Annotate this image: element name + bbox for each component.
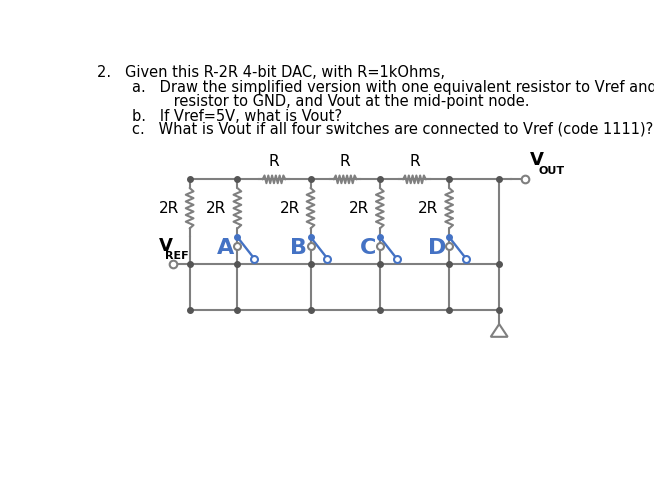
Text: REF: REF bbox=[165, 251, 188, 261]
Text: a.   Draw the simplified version with one equivalent resistor to Vref and one eq: a. Draw the simplified version with one … bbox=[132, 80, 654, 95]
Text: 2R: 2R bbox=[207, 200, 226, 216]
Text: R: R bbox=[409, 154, 420, 170]
Text: 2R: 2R bbox=[418, 200, 438, 216]
Text: 2R: 2R bbox=[159, 200, 179, 216]
Text: 2R: 2R bbox=[279, 200, 300, 216]
Text: R: R bbox=[269, 154, 279, 170]
Text: A: A bbox=[217, 238, 235, 258]
Text: V: V bbox=[530, 152, 544, 170]
Text: b.   If Vref=5V, what is Vout?: b. If Vref=5V, what is Vout? bbox=[132, 108, 342, 124]
Text: OUT: OUT bbox=[538, 166, 564, 175]
Text: resistor to GND, and Vout at the mid-point node.: resistor to GND, and Vout at the mid-poi… bbox=[132, 94, 529, 109]
Text: B: B bbox=[290, 238, 307, 258]
Text: V: V bbox=[159, 237, 173, 255]
Text: R: R bbox=[340, 154, 351, 170]
Text: c.   What is Vout if all four switches are connected to Vref (code 1111)?: c. What is Vout if all four switches are… bbox=[132, 122, 653, 136]
Text: 2R: 2R bbox=[349, 200, 369, 216]
Text: 2.   Given this R-2R 4-bit DAC, with R=1kOhms,: 2. Given this R-2R 4-bit DAC, with R=1kO… bbox=[97, 66, 445, 80]
Text: D: D bbox=[428, 238, 447, 258]
Text: C: C bbox=[360, 238, 377, 258]
